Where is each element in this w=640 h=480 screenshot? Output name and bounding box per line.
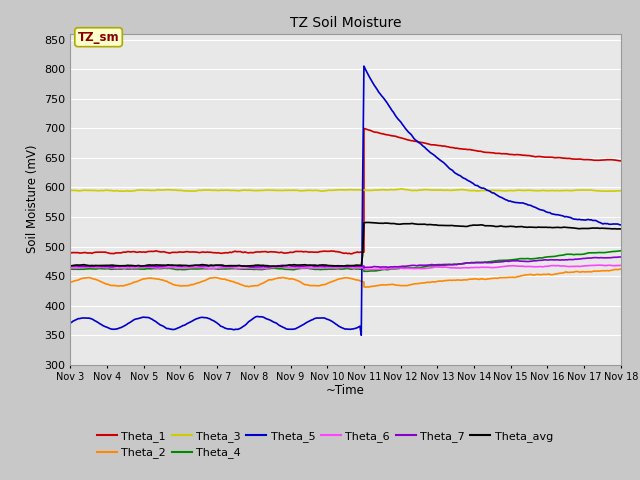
Theta_4 (495, 258, 502, 264)
Theta_7 (81, 264, 89, 269)
Theta_2 (81, 275, 89, 281)
Theta_5 (81, 315, 89, 321)
Theta_1 (360, 126, 368, 132)
Theta_3 (81, 187, 89, 193)
Theta_7 (360, 265, 368, 271)
Theta_avg (273, 264, 281, 269)
Theta_avg (67, 263, 74, 269)
Line: Theta_avg: Theta_avg (70, 222, 621, 266)
Theta_5 (360, 63, 368, 69)
Theta_6 (154, 265, 161, 271)
Theta_4 (360, 268, 368, 274)
Theta_7 (617, 254, 625, 260)
Theta_4 (617, 248, 625, 253)
Theta_4 (81, 266, 89, 272)
Theta_6 (81, 264, 89, 270)
Theta_5 (67, 320, 74, 326)
Theta_4 (321, 266, 329, 272)
Theta_6 (595, 262, 602, 268)
Theta_5 (357, 332, 365, 338)
Theta_7 (321, 264, 329, 269)
Theta_4 (541, 254, 549, 260)
Line: Theta_7: Theta_7 (70, 257, 621, 268)
X-axis label: ~Time: ~Time (326, 384, 365, 397)
Theta_7 (298, 264, 306, 269)
Theta_5 (321, 315, 329, 321)
Text: TZ_sm: TZ_sm (77, 31, 120, 44)
Theta_avg (496, 223, 504, 229)
Theta_5 (496, 194, 504, 200)
Theta_5 (154, 320, 161, 326)
Theta_4 (298, 265, 306, 271)
Theta_3 (496, 188, 504, 193)
Theta_3 (399, 186, 406, 192)
Theta_7 (541, 257, 549, 263)
Theta_avg (543, 225, 551, 230)
Line: Theta_1: Theta_1 (70, 129, 621, 254)
Theta_3 (300, 188, 307, 193)
Theta_3 (543, 188, 551, 193)
Theta_2 (541, 272, 549, 277)
Theta_3 (617, 188, 625, 193)
Theta_1 (347, 251, 355, 257)
Theta_avg (363, 219, 371, 225)
Title: TZ Soil Moisture: TZ Soil Moisture (290, 16, 401, 30)
Line: Theta_6: Theta_6 (70, 265, 621, 270)
Theta_1 (617, 158, 625, 164)
Theta_4 (67, 266, 74, 272)
Theta_2 (362, 284, 369, 290)
Theta_4 (154, 265, 161, 271)
Theta_6 (369, 267, 377, 273)
Theta_3 (155, 187, 163, 193)
Theta_2 (154, 276, 161, 282)
Theta_6 (495, 264, 502, 270)
Theta_6 (298, 265, 306, 271)
Theta_avg (300, 262, 307, 268)
Theta_5 (298, 322, 306, 328)
Line: Theta_2: Theta_2 (70, 269, 621, 287)
Legend: Theta_1, Theta_2, Theta_3, Theta_4, Theta_5, Theta_6, Theta_7, Theta_avg: Theta_1, Theta_2, Theta_3, Theta_4, Thet… (92, 427, 557, 463)
Theta_2 (617, 266, 625, 272)
Theta_5 (543, 209, 551, 215)
Theta_1 (67, 250, 74, 255)
Theta_7 (67, 263, 74, 269)
Theta_7 (154, 264, 161, 270)
Line: Theta_4: Theta_4 (70, 251, 621, 271)
Theta_3 (127, 188, 134, 194)
Theta_2 (495, 276, 502, 281)
Theta_1 (321, 248, 329, 254)
Theta_2 (321, 282, 329, 288)
Theta_5 (617, 222, 625, 228)
Line: Theta_5: Theta_5 (70, 66, 621, 335)
Theta_avg (154, 262, 161, 268)
Theta_6 (617, 263, 625, 268)
Theta_1 (298, 249, 306, 254)
Theta_1 (154, 249, 161, 254)
Theta_6 (67, 265, 74, 271)
Theta_avg (323, 262, 330, 268)
Theta_2 (298, 280, 306, 286)
Theta_6 (541, 264, 549, 269)
Theta_7 (495, 259, 502, 265)
Theta_1 (496, 151, 504, 156)
Theta_6 (321, 264, 329, 270)
Theta_avg (81, 262, 89, 268)
Theta_1 (81, 250, 89, 255)
Theta_avg (617, 226, 625, 232)
Line: Theta_3: Theta_3 (70, 189, 621, 191)
Theta_2 (67, 279, 74, 285)
Theta_3 (67, 187, 74, 193)
Theta_3 (323, 188, 330, 193)
Y-axis label: Soil Moisture (mV): Soil Moisture (mV) (26, 145, 39, 253)
Theta_1 (543, 154, 551, 160)
